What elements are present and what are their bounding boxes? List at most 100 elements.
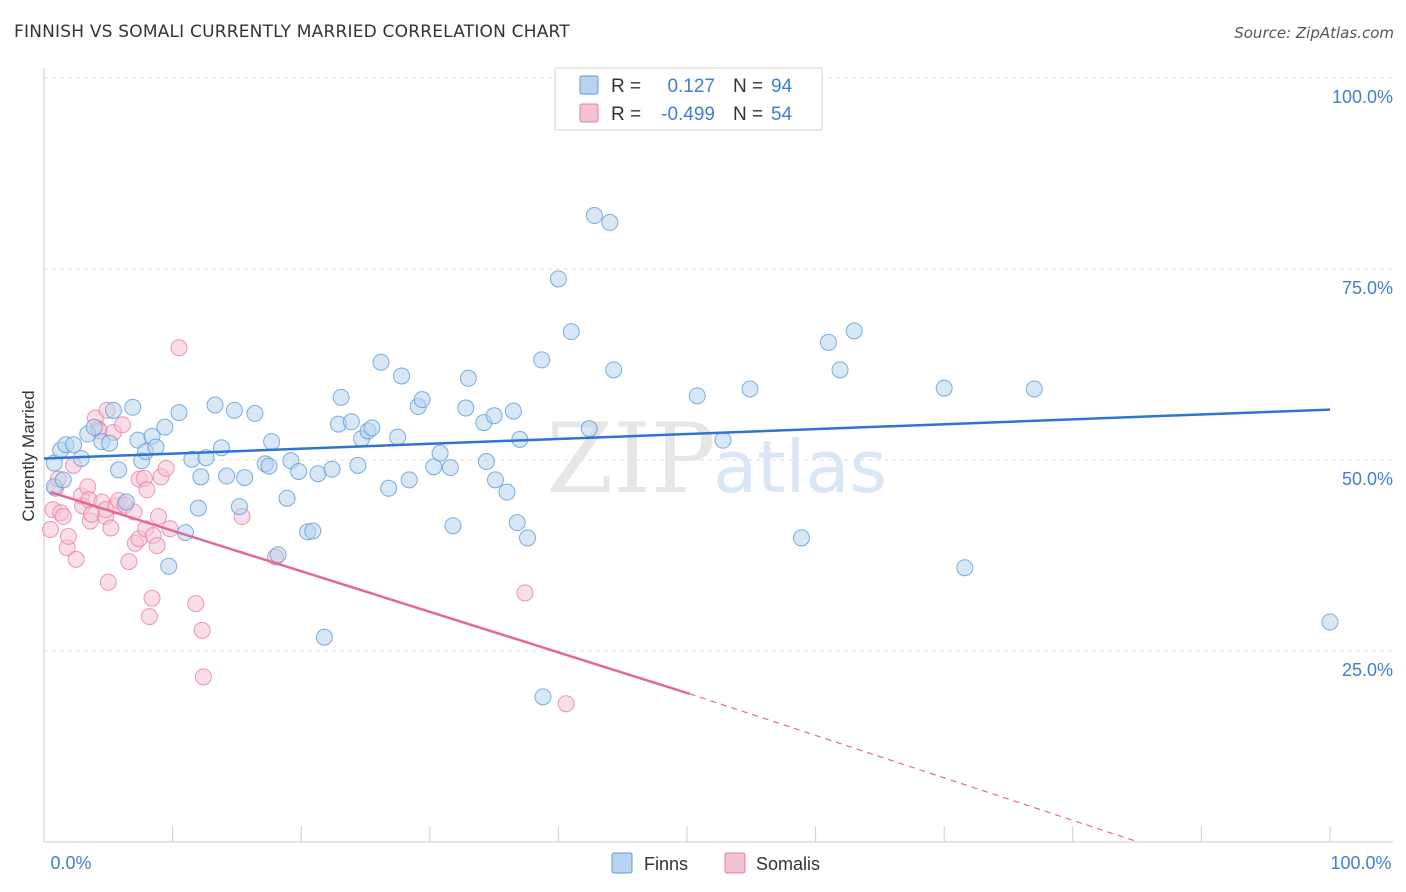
legend-finns-swatch — [611, 852, 633, 874]
stats-legend: R = 0.127 N = 94 R = -0.499 N = 54 — [554, 67, 823, 131]
finns-point — [290, 462, 308, 480]
x-tick-label-min: 0.0% — [50, 853, 91, 873]
finns-swatch — [579, 75, 599, 95]
finns-point — [363, 419, 381, 437]
finns-point — [54, 471, 72, 489]
finns-point — [956, 559, 974, 577]
y-tick-label: 100.0% — [1332, 87, 1393, 107]
finns-point — [562, 323, 580, 341]
somalis-point — [557, 695, 575, 713]
finns-point — [486, 471, 504, 489]
finns-point — [792, 529, 810, 547]
somalis-r-value: -0.499 — [661, 104, 715, 125]
finns-point — [389, 428, 407, 446]
finns-trend-line — [43, 408, 1331, 460]
finns-point — [504, 402, 522, 420]
finns-point — [104, 401, 122, 419]
y-tick-label: 50.0% — [1342, 469, 1393, 489]
finns-r-label: R = — [611, 76, 641, 97]
finns-point — [263, 433, 281, 451]
watermark-atlas: atlas — [713, 425, 887, 509]
finns-point — [425, 458, 443, 476]
finns-point — [236, 469, 254, 487]
finns-point — [156, 418, 174, 436]
finns-point — [400, 471, 418, 489]
finns-point — [441, 459, 459, 477]
finns-point — [110, 461, 128, 479]
finns-point — [831, 361, 849, 379]
finns-point — [1321, 613, 1339, 631]
finns-point — [218, 467, 236, 485]
finns-point — [688, 387, 706, 405]
finns-point — [498, 483, 516, 501]
finns-point — [124, 398, 142, 416]
finns-point — [315, 628, 333, 646]
somalis-point — [113, 416, 131, 434]
somalis-point — [99, 573, 117, 591]
somalis-point — [170, 339, 188, 357]
finns-point — [304, 522, 322, 540]
somalis-point — [187, 595, 205, 613]
finns-point — [372, 353, 390, 371]
finns-point — [147, 438, 165, 456]
somalis-point — [194, 668, 212, 686]
finns-point — [246, 404, 264, 422]
finns-point — [935, 379, 953, 397]
finns-point — [845, 322, 863, 340]
somalis-point — [143, 589, 161, 607]
finns-point — [519, 529, 537, 547]
chart-title: FINNISH VS SOMALI CURRENTLY MARRIED CORR… — [14, 22, 570, 42]
finns-point — [601, 213, 619, 231]
finns-point — [101, 434, 119, 452]
finns-point — [260, 457, 278, 475]
watermark-zip: ZIP — [546, 403, 715, 515]
legend-somalis-swatch — [724, 852, 746, 874]
finns-point — [189, 499, 207, 517]
finns-point — [192, 468, 210, 486]
somalis-point — [41, 521, 59, 539]
somalis-point — [140, 608, 158, 626]
finns-point — [508, 514, 526, 532]
somalis-n-label: N = — [733, 104, 763, 125]
finns-point — [342, 413, 360, 431]
y-tick-labels: 100.0% 75.0% 50.0% 25.0% — [1332, 87, 1393, 680]
somalis-point — [54, 508, 72, 526]
finns-point — [605, 361, 623, 379]
finns-point — [1025, 380, 1043, 398]
somalis-r-label: R = — [611, 104, 641, 125]
y-tick-label: 75.0% — [1342, 278, 1393, 298]
finns-r-value: 0.127 — [667, 76, 715, 97]
finns-n-value: 94 — [771, 76, 793, 97]
somalis-point — [193, 621, 211, 639]
somalis-n-value: 54 — [771, 104, 793, 125]
finns-point — [585, 207, 603, 225]
finns-point — [212, 439, 230, 457]
finns-point — [549, 270, 567, 288]
finns-point — [533, 351, 551, 369]
somalis-point — [138, 481, 156, 499]
finns-point — [714, 431, 732, 449]
finns-point — [323, 460, 341, 478]
finns-point — [477, 453, 495, 471]
x-ticks — [43, 826, 1331, 842]
source-credit: Source: ZipAtlas.com — [1234, 24, 1394, 42]
finns-point — [413, 391, 431, 409]
finns-point — [160, 557, 178, 575]
somalis-point — [157, 459, 175, 477]
finns-point — [117, 493, 135, 511]
finns-point — [309, 465, 327, 483]
finns-point — [349, 456, 367, 474]
finns-point — [485, 407, 503, 425]
somalis-point — [59, 527, 77, 545]
finns-point — [332, 388, 350, 406]
finns-point — [206, 396, 224, 414]
finns-point — [457, 399, 475, 417]
finns-point — [278, 489, 296, 507]
finns-point — [741, 380, 759, 398]
somalis-point — [516, 584, 534, 602]
y-axis-title: Currently Married — [19, 390, 38, 521]
finns-point — [85, 418, 103, 436]
finns-n-label: N = — [733, 76, 763, 97]
somalis-point — [67, 550, 85, 568]
somalis-point — [120, 553, 138, 571]
